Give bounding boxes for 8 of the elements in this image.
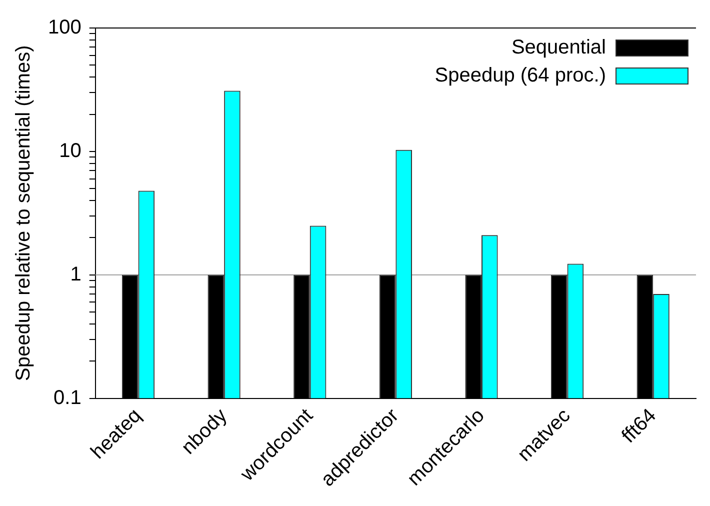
y-axis-title: Speedup relative to sequential (times) [12, 45, 35, 382]
y-tick-label: 0.1 [54, 386, 82, 409]
x-tick-label: fft64 [618, 404, 661, 448]
y-tick-label: 10 [59, 140, 82, 162]
legend-label: Speedup (64 proc.) [434, 64, 606, 87]
y-tick-label: 1 [70, 263, 82, 286]
legend-label: Sequential [511, 36, 606, 59]
y-tick-label: 100 [48, 16, 82, 39]
